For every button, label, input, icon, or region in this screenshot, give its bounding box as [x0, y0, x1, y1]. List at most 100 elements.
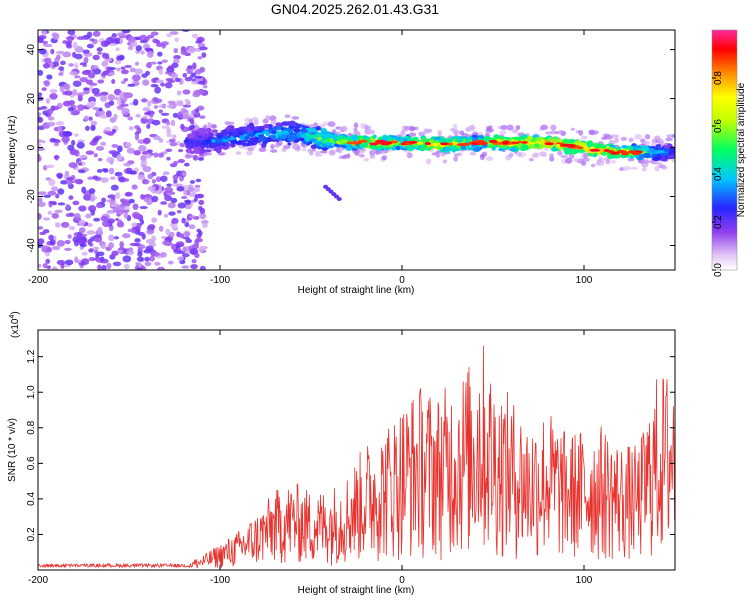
spectrogram-cell	[197, 56, 203, 60]
spectrogram-cell	[128, 126, 134, 131]
spectrogram-cell	[239, 134, 247, 140]
spectrogram-cell	[146, 34, 155, 39]
spectrogram-cell	[151, 119, 161, 126]
spectrogram-cell	[47, 121, 56, 127]
spectrogram-cell	[453, 155, 458, 162]
spectrogram-cell	[517, 152, 522, 158]
spectrogram-cell	[358, 153, 365, 158]
spectrogram-cell	[187, 133, 195, 138]
spectrogram-cell	[395, 145, 401, 150]
spectrogram-cell	[38, 92, 43, 97]
spectrogram-cell	[134, 133, 140, 141]
spectrogram-cell	[153, 105, 159, 109]
spectrogram-cell	[379, 150, 386, 154]
spectrogram-cell	[49, 239, 56, 246]
spectrogram-cell	[45, 98, 50, 104]
spectrogram-cell	[194, 252, 200, 259]
y-tick-label: -20	[26, 189, 37, 204]
spectrogram-cell	[300, 128, 308, 133]
spectrogram-cell	[375, 139, 386, 143]
spectrogram-cell	[440, 137, 448, 143]
spectrogram-cell	[433, 137, 441, 141]
spectrogram-cell	[173, 160, 179, 165]
spectrogram-cell	[52, 32, 60, 40]
spectrogram-cell	[47, 210, 53, 215]
spectrogram-cell	[58, 72, 64, 76]
spectrogram-cell	[654, 165, 660, 172]
spectrogram-cell	[191, 130, 196, 134]
spectrogram-cell	[309, 150, 314, 156]
spectrogram-cell	[628, 146, 634, 151]
spectrogram-cell	[110, 184, 119, 191]
spectrogram-cell	[396, 136, 402, 142]
spectrogram-cell	[140, 219, 145, 225]
spectrogram-cell	[184, 222, 190, 228]
snr-panel: -200 -100 0 100 1.2 1.0 0.8 0.6 0.4 0.2 Height o…	[7, 311, 676, 596]
spectrogram-cell	[598, 148, 604, 153]
spectrogram-cell	[408, 140, 418, 144]
spectrogram-cell	[107, 93, 116, 101]
spectrogram-cell	[658, 140, 665, 145]
spectrogram-cell	[83, 87, 90, 91]
spectrogram-cell	[544, 146, 549, 151]
spectrogram-cell	[224, 121, 231, 126]
spectrogram-cell	[131, 222, 138, 228]
spectrogram-cell	[72, 200, 80, 206]
spectrogram-cell	[622, 151, 630, 155]
spectrogram-cell	[116, 154, 123, 161]
spectrogram-cell	[114, 96, 120, 101]
spectrogram-cell	[351, 136, 358, 142]
spectrogram-cell	[140, 193, 145, 200]
spectrogram-cell	[65, 259, 74, 266]
spectrogram-cell	[38, 116, 44, 124]
spectrogram-cell	[500, 145, 508, 149]
spectrogram-cell	[174, 77, 181, 82]
spectrogram-cell	[253, 119, 259, 126]
spectrogram-cell	[96, 251, 105, 257]
spectrogram-cell	[142, 165, 152, 173]
spectrogram-cell	[190, 263, 198, 270]
spectrogram-cell	[94, 235, 103, 243]
spectrogram-cell	[41, 30, 47, 37]
spectrogram-cell	[375, 150, 380, 155]
spectrogram-cell	[586, 143, 594, 148]
spectrogram-cell	[638, 154, 644, 159]
spectrogram-cell	[67, 106, 74, 112]
spectrogram-cell	[546, 137, 553, 142]
spectrogram-cell	[472, 147, 481, 153]
spectrogram-cell	[74, 256, 79, 264]
spectrogram-cell	[225, 142, 231, 147]
spectrogram-cell	[560, 154, 569, 159]
spectrogram-cell	[124, 93, 132, 98]
spectrogram-cell	[465, 139, 470, 144]
spectrogram-cell	[167, 100, 176, 105]
spectrogram-cell	[87, 176, 94, 180]
spectrogram-cell	[322, 121, 328, 126]
spectrogram-cell	[151, 195, 159, 203]
spectrogram-cell	[125, 142, 132, 148]
spectrogram-cell	[512, 136, 520, 141]
spectrogram-cell	[139, 40, 148, 44]
spectrogram-cell	[38, 226, 44, 230]
spectrogram-cell	[460, 142, 471, 146]
spectrogram-cell	[96, 168, 103, 173]
spectrogram-cell	[540, 124, 549, 131]
spectrogram-cell	[166, 127, 172, 135]
y-tick-label: 0	[26, 144, 37, 150]
spectrogram-cell	[568, 150, 576, 154]
spectrogram-cell	[293, 127, 301, 133]
spectrogram-cell	[199, 115, 206, 119]
spectrogram-cell	[158, 225, 164, 232]
spectrogram-cell	[270, 129, 277, 135]
spectrogram-cell	[164, 194, 172, 202]
spectrogram-cell	[288, 125, 295, 130]
spectrogram-cell	[181, 265, 189, 269]
spectrogram-cell	[459, 130, 465, 136]
spectrogram-cell	[136, 256, 144, 262]
spectrogram-cell	[92, 54, 100, 61]
spectrogram-cell	[57, 125, 63, 132]
colorbar-ticks: 0.0 0.2 0.4 0.6 0.8	[712, 71, 724, 277]
spectrogram-cell	[315, 126, 322, 131]
spectrogram-cell	[115, 217, 120, 222]
